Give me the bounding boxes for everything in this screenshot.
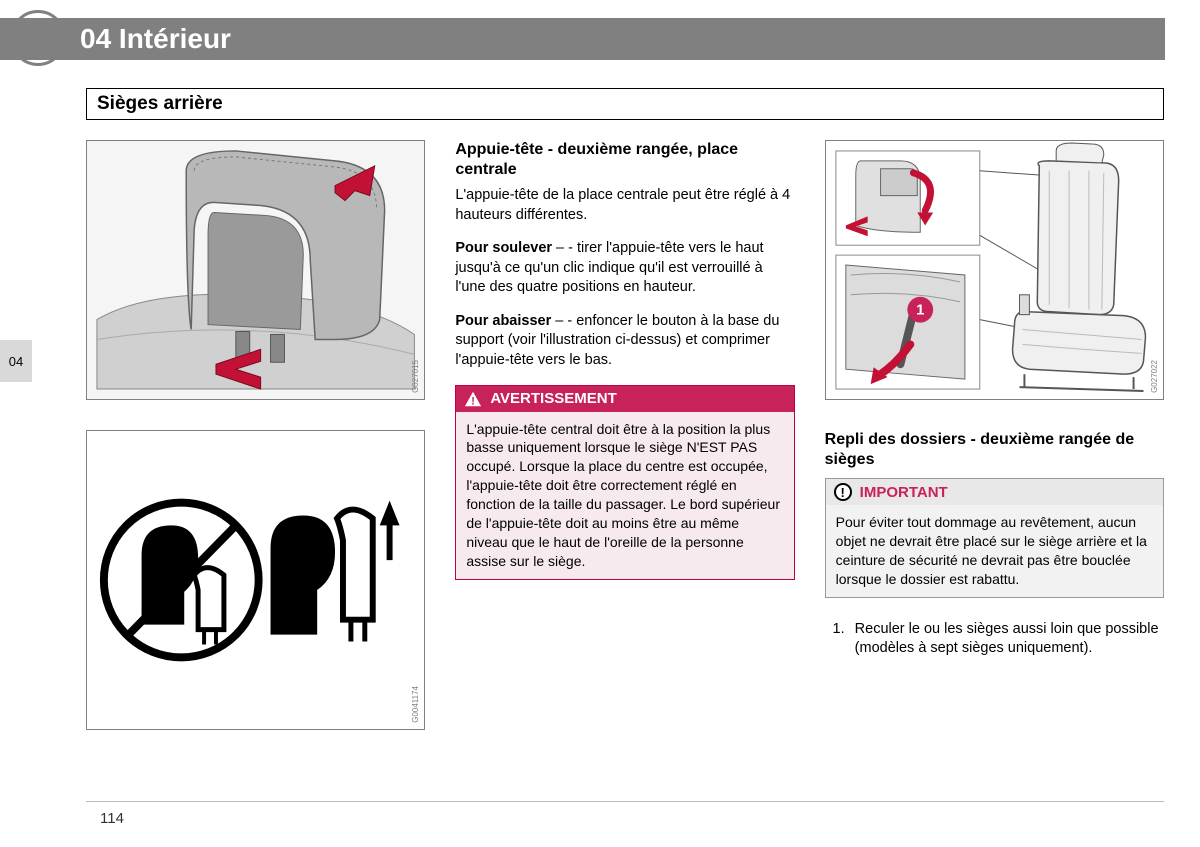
figure-code: G027022 — [1150, 360, 1159, 393]
step-1: Reculer le ou les sièges aussi loin que … — [849, 620, 1164, 659]
content-columns: G027015 — [86, 140, 1164, 760]
section-title-box: Sièges arrière — [86, 88, 1164, 120]
chapter-title: 04 Intérieur — [80, 23, 231, 55]
section-title: Sièges arrière — [97, 93, 223, 114]
important-header: ! IMPORTANT — [826, 479, 1163, 505]
column-3: 1 — [825, 140, 1164, 760]
heading-repli: Repli des dossiers - deuxième rangée de … — [825, 430, 1164, 470]
figure-code: G0041174 — [411, 686, 420, 723]
page-number: 114 — [100, 810, 124, 827]
prohibition-drawing — [87, 431, 424, 729]
svg-text:!: ! — [472, 395, 476, 407]
important-title: IMPORTANT — [860, 484, 948, 501]
footer-rule — [86, 801, 1164, 802]
important-body: Pour éviter tout dommage au revêtement, … — [826, 505, 1163, 597]
side-tab-label: 04 — [9, 354, 23, 369]
figure-prohibition: G0041174 — [86, 430, 425, 730]
figure-code: G027015 — [411, 360, 420, 393]
steps-list: Reculer le ou les sièges aussi loin que … — [825, 620, 1164, 659]
seat-outline — [1012, 143, 1145, 391]
heading-appuie-tete: Appuie-tête - deuxième rangée, place cen… — [455, 140, 794, 180]
warning-header: ! AVERTISSEMENT — [456, 386, 793, 412]
warning-title: AVERTISSEMENT — [490, 390, 616, 407]
important-box: ! IMPORTANT Pour éviter tout dommage au … — [825, 478, 1164, 598]
info-icon: ! — [834, 483, 852, 501]
para-abaisser: Pour abaisser – - enfoncer le bouton à l… — [455, 312, 794, 371]
figure-seat-fold: 1 — [825, 140, 1164, 400]
warning-body: L'appuie-tête central doit être à la pos… — [456, 412, 793, 579]
label-soulever: Pour soulever — [455, 240, 552, 256]
callout-1-text: 1 — [916, 303, 924, 319]
arrow-raise-icon — [380, 501, 400, 561]
para-intro: L'appuie-tête de la place centrale peut … — [455, 186, 794, 225]
warning-triangle-icon: ! — [464, 390, 482, 408]
warning-box: ! AVERTISSEMENT L'appuie-tête central do… — [455, 385, 794, 580]
column-2: Appuie-tête - deuxième rangée, place cen… — [455, 140, 794, 760]
chapter-banner: 04 Intérieur — [0, 18, 1165, 60]
headrest-drawing — [87, 141, 424, 399]
para-soulever: Pour soulever – - tirer l'appuie-tête ve… — [455, 239, 794, 298]
figure-headrest: G027015 — [86, 140, 425, 400]
column-1: G027015 — [86, 140, 425, 760]
seat-fold-drawing: 1 — [826, 141, 1163, 399]
side-tab: 04 — [0, 340, 32, 382]
label-abaisser: Pour abaisser — [455, 313, 551, 329]
